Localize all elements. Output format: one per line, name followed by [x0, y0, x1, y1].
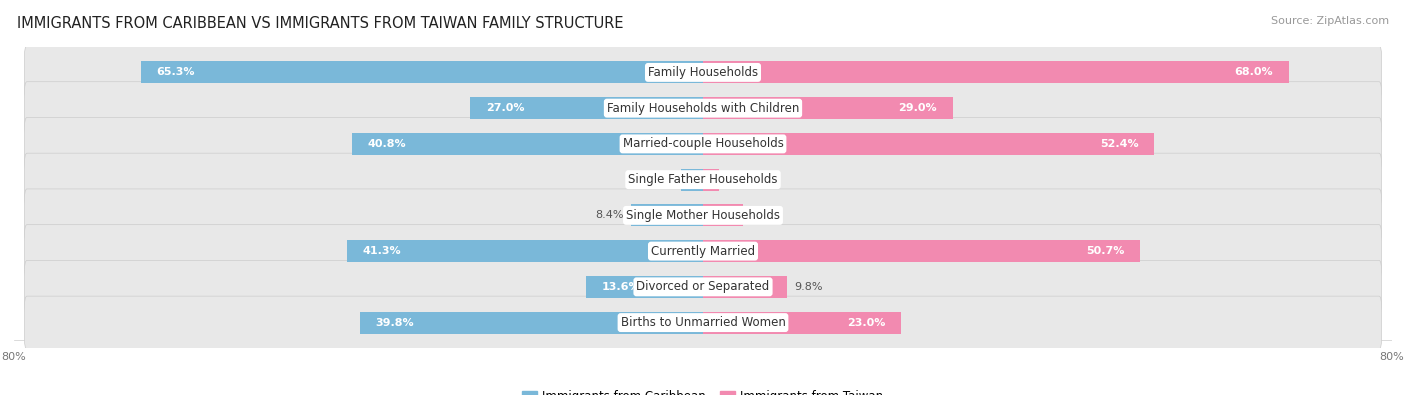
Text: Divorced or Separated: Divorced or Separated — [637, 280, 769, 293]
Text: 1.8%: 1.8% — [725, 175, 754, 184]
Text: 9.8%: 9.8% — [794, 282, 823, 292]
Text: 27.0%: 27.0% — [486, 103, 524, 113]
Bar — [471, 97, 703, 119]
Text: 41.3%: 41.3% — [363, 246, 402, 256]
FancyBboxPatch shape — [24, 189, 1382, 242]
Text: 8.4%: 8.4% — [595, 211, 624, 220]
FancyBboxPatch shape — [24, 296, 1382, 349]
Bar — [703, 61, 1289, 83]
Bar — [703, 97, 953, 119]
Text: Married-couple Households: Married-couple Households — [623, 137, 783, 150]
Text: Single Father Households: Single Father Households — [628, 173, 778, 186]
Bar — [352, 133, 703, 155]
Bar — [703, 276, 787, 298]
Text: Currently Married: Currently Married — [651, 245, 755, 258]
Bar — [703, 133, 1154, 155]
FancyBboxPatch shape — [24, 46, 1382, 99]
Bar — [703, 240, 1140, 262]
Text: 13.6%: 13.6% — [602, 282, 640, 292]
Text: Births to Unmarried Women: Births to Unmarried Women — [620, 316, 786, 329]
FancyBboxPatch shape — [24, 153, 1382, 206]
Bar — [703, 312, 901, 334]
Bar — [703, 169, 718, 191]
Text: 50.7%: 50.7% — [1085, 246, 1125, 256]
Bar — [347, 240, 703, 262]
Text: Family Households: Family Households — [648, 66, 758, 79]
Bar — [631, 204, 703, 226]
Bar — [360, 312, 703, 334]
Text: Family Households with Children: Family Households with Children — [607, 102, 799, 115]
Text: 40.8%: 40.8% — [367, 139, 406, 149]
Bar — [682, 169, 703, 191]
Text: 52.4%: 52.4% — [1099, 139, 1139, 149]
Text: Single Mother Households: Single Mother Households — [626, 209, 780, 222]
FancyBboxPatch shape — [24, 82, 1382, 135]
Bar — [703, 204, 744, 226]
FancyBboxPatch shape — [24, 260, 1382, 313]
Text: IMMIGRANTS FROM CARIBBEAN VS IMMIGRANTS FROM TAIWAN FAMILY STRUCTURE: IMMIGRANTS FROM CARIBBEAN VS IMMIGRANTS … — [17, 16, 623, 31]
Text: 65.3%: 65.3% — [156, 68, 194, 77]
Bar — [586, 276, 703, 298]
Text: 29.0%: 29.0% — [898, 103, 938, 113]
Legend: Immigrants from Caribbean, Immigrants from Taiwan: Immigrants from Caribbean, Immigrants fr… — [517, 385, 889, 395]
FancyBboxPatch shape — [24, 117, 1382, 170]
Text: 23.0%: 23.0% — [848, 318, 886, 327]
FancyBboxPatch shape — [24, 225, 1382, 278]
Bar — [141, 61, 703, 83]
Text: 68.0%: 68.0% — [1234, 68, 1272, 77]
Text: Source: ZipAtlas.com: Source: ZipAtlas.com — [1271, 16, 1389, 26]
Text: 39.8%: 39.8% — [375, 318, 415, 327]
Text: 2.5%: 2.5% — [647, 175, 675, 184]
Text: 4.7%: 4.7% — [751, 211, 779, 220]
